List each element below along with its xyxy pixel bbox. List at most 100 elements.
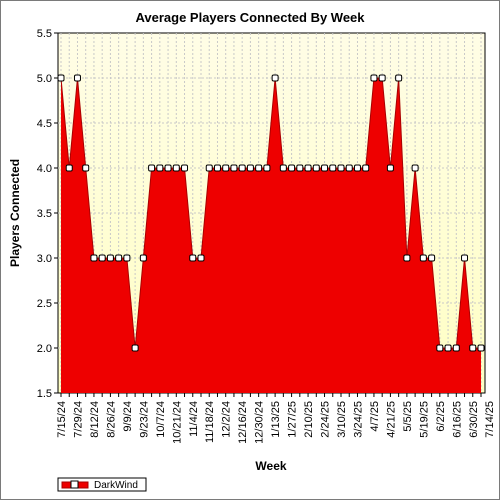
x-tick-label: 12/2/24 (221, 401, 233, 438)
x-tick-label: 2/24/25 (320, 401, 332, 438)
x-tick-label: 11/18/24 (204, 401, 216, 443)
data-point (362, 164, 370, 172)
x-tick-label: 8/12/24 (89, 401, 101, 438)
data-point (106, 254, 114, 262)
data-point (461, 254, 469, 262)
data-point (115, 254, 123, 262)
chart-title: Average Players Connected By Week (135, 10, 365, 25)
area-series (60, 77, 481, 393)
series-line-darkwind (60, 77, 481, 349)
data-point (469, 344, 477, 352)
data-point (304, 164, 312, 172)
x-tick-label: 4/21/25 (385, 401, 397, 438)
data-point (411, 164, 419, 172)
data-point (296, 164, 304, 172)
data-point (139, 254, 147, 262)
x-tick-label: 1/13/25 (270, 401, 282, 438)
data-point (279, 164, 287, 172)
x-tick-label: 6/2/25 (435, 401, 447, 432)
data-point (444, 344, 452, 352)
data-point (222, 164, 230, 172)
y-tick-label: 3.5 (37, 208, 52, 220)
x-tick-label: 10/21/24 (171, 401, 183, 444)
data-point (419, 254, 427, 262)
data-point (312, 164, 320, 172)
x-axis-ticks: 7/15/24 7/29/24 8/12/24 8/26/24 9/9/24 9/23/2… (56, 393, 496, 444)
x-tick-label: 3/10/25 (336, 401, 348, 438)
x-tick-label: 3/24/25 (352, 401, 364, 438)
x-tick-label: 6/16/25 (451, 401, 463, 438)
x-tick-label: 1/27/25 (287, 401, 299, 438)
area-fill-darkwind (61, 78, 481, 393)
data-point (246, 164, 254, 172)
y-tick-label: 2.5 (37, 298, 52, 310)
data-point (82, 164, 90, 172)
data-point (403, 254, 411, 262)
data-point (65, 164, 73, 172)
data-point (230, 164, 238, 172)
data-point (288, 164, 296, 172)
legend-label-darkwind: DarkWind (94, 480, 138, 491)
y-axis-label: Players Connected (8, 159, 22, 267)
data-point (98, 254, 106, 262)
legend: DarkWind (57, 477, 147, 492)
y-tick-label: 5.5 (37, 28, 52, 40)
data-point (90, 254, 98, 262)
y-axis-ticks: 1.5 2.0 2.5 3.0 3.5 4.0 4.5 5.0 5.5 (37, 28, 58, 400)
data-point (477, 344, 485, 352)
data-point (337, 164, 345, 172)
data-point (213, 164, 221, 172)
data-point (378, 74, 386, 82)
data-point (395, 74, 403, 82)
data-point (452, 344, 460, 352)
data-point (353, 164, 361, 172)
x-tick-label: 8/26/24 (105, 401, 117, 438)
data-point (197, 254, 205, 262)
data-point (148, 164, 156, 172)
data-point (263, 164, 271, 172)
data-point (131, 344, 139, 352)
data-point (181, 164, 189, 172)
data-markers (57, 74, 485, 352)
data-point (329, 164, 337, 172)
x-axis-label: Week (255, 459, 286, 473)
y-tick-label: 5.0 (37, 73, 52, 85)
x-tick-label: 5/5/25 (402, 401, 414, 432)
data-point (321, 164, 329, 172)
data-point (73, 74, 81, 82)
data-point (386, 164, 394, 172)
data-point (370, 74, 378, 82)
data-point (428, 254, 436, 262)
x-tick-label: 9/23/24 (138, 401, 150, 438)
x-tick-label: 6/30/25 (468, 401, 480, 438)
x-tick-label: 11/4/24 (188, 401, 200, 437)
data-point (57, 74, 65, 82)
data-point (255, 164, 263, 172)
x-tick-label: 9/9/24 (122, 401, 134, 432)
y-tick-label: 3.0 (37, 253, 52, 265)
y-tick-label: 2.0 (37, 343, 52, 355)
x-tick-label: 7/14/25 (484, 401, 496, 438)
x-tick-label: 7/29/24 (72, 401, 84, 438)
data-point (189, 254, 197, 262)
data-point (238, 164, 246, 172)
x-tick-label: 4/7/25 (369, 401, 381, 432)
data-point (164, 164, 172, 172)
x-tick-label: 12/16/24 (237, 401, 249, 444)
y-tick-label: 4.5 (37, 118, 52, 130)
y-tick-label: 4.0 (37, 163, 52, 175)
data-point (205, 164, 213, 172)
x-tick-label: 7/15/24 (56, 401, 68, 438)
y-tick-label: 1.5 (37, 388, 52, 400)
data-point (345, 164, 353, 172)
x-tick-label: 10/7/24 (155, 401, 167, 438)
x-tick-label: 2/10/25 (303, 401, 315, 438)
legend-marker (70, 480, 79, 489)
data-point (172, 164, 180, 172)
data-point (271, 74, 279, 82)
data-point (123, 254, 131, 262)
x-tick-label: 5/19/25 (418, 401, 430, 438)
data-point (436, 344, 444, 352)
x-tick-label: 12/30/24 (254, 401, 266, 444)
